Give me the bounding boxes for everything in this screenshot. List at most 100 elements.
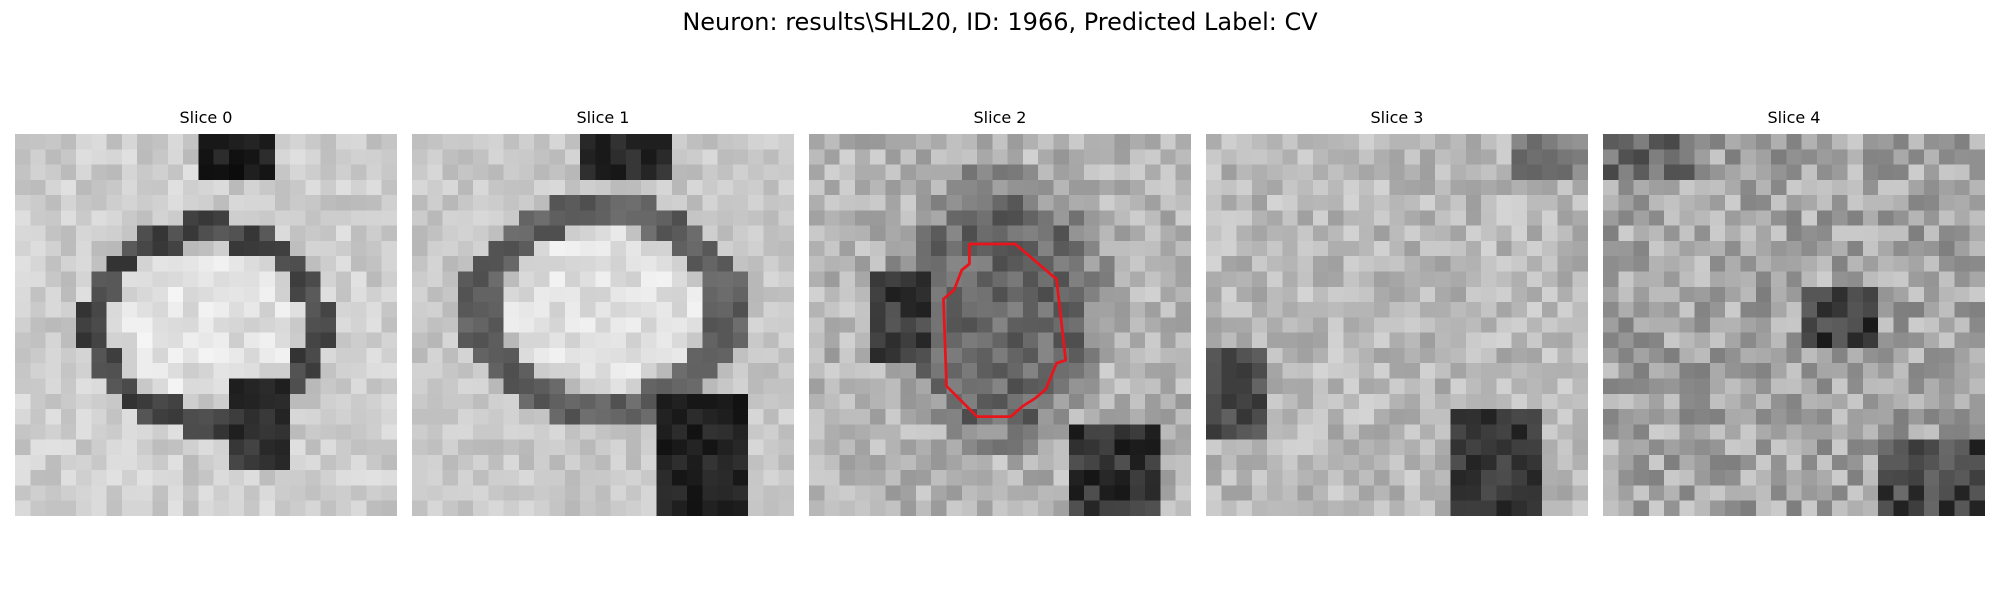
pixel [1022, 454, 1039, 471]
pixel [1084, 240, 1100, 257]
pixel [610, 470, 627, 486]
pixel [687, 439, 703, 456]
pixel [961, 302, 978, 318]
pixel [1419, 225, 1436, 242]
pixel [183, 286, 199, 303]
pixel [534, 286, 550, 303]
pixel [1786, 256, 1802, 272]
pixel [1771, 470, 1787, 486]
pixel [488, 164, 504, 181]
pixel [320, 225, 337, 242]
pixel [1267, 256, 1283, 272]
pixel [641, 363, 657, 379]
pixel [1679, 470, 1695, 486]
pixel [213, 332, 230, 349]
pixel [625, 286, 642, 303]
pixel [1496, 470, 1512, 486]
pixel [1878, 485, 1894, 502]
pixel [1725, 393, 1741, 410]
pixel [366, 286, 383, 303]
pixel [60, 424, 77, 440]
pixel [1297, 409, 1314, 425]
pixel [1206, 164, 1222, 181]
pixel [1084, 210, 1100, 226]
pixel [687, 134, 703, 150]
pixel [1129, 378, 1146, 395]
pixel [488, 439, 504, 456]
pixel [641, 179, 657, 196]
pixel [1343, 149, 1360, 165]
pixel [870, 317, 886, 333]
pixel [351, 195, 367, 211]
pixel [381, 179, 397, 196]
pixel [564, 149, 581, 165]
pixel [1786, 485, 1802, 502]
pixel [1465, 179, 1482, 196]
pixel [305, 393, 321, 410]
pixel [152, 409, 169, 425]
pixel [778, 470, 794, 486]
pixel [1129, 256, 1146, 272]
pixel [1129, 393, 1146, 410]
pixel [518, 409, 535, 425]
pixel [167, 347, 184, 364]
pixel [244, 378, 260, 395]
pixel [15, 179, 31, 196]
pixel [244, 302, 260, 318]
pixel [778, 332, 794, 349]
pixel [91, 332, 107, 349]
pixel [1939, 347, 1955, 364]
pixel [259, 485, 276, 502]
pixel [290, 149, 306, 165]
pixel [1404, 256, 1421, 272]
pixel [1206, 256, 1222, 272]
pixel [1511, 409, 1528, 425]
pixel [473, 485, 489, 502]
pixel [1542, 225, 1558, 242]
pixel [824, 454, 840, 471]
pixel [1511, 378, 1528, 395]
pixel [717, 286, 734, 303]
pixel [595, 164, 611, 181]
pixel [1099, 240, 1115, 257]
pixel [1939, 485, 1955, 502]
pixel [946, 424, 963, 440]
pixel [1145, 470, 1161, 486]
pixel [1816, 256, 1833, 272]
pixel [1099, 179, 1115, 196]
pixel [1878, 332, 1894, 349]
pixel [1664, 149, 1680, 165]
pixel [1526, 164, 1543, 181]
pixel [656, 302, 673, 318]
pixel [1419, 210, 1436, 226]
pixel [1175, 225, 1191, 242]
pixel [1847, 500, 1864, 516]
pixel [687, 271, 703, 288]
pixel [442, 134, 459, 150]
pixel [213, 470, 230, 486]
pixel [641, 424, 657, 440]
pixel [1206, 317, 1222, 333]
pixel [1542, 470, 1558, 486]
pixel [213, 393, 230, 410]
pixel [717, 347, 734, 364]
pixel [1053, 134, 1070, 150]
pixel [717, 378, 734, 395]
pixel [1084, 286, 1100, 303]
pixel [1175, 317, 1191, 333]
pixel [900, 195, 917, 211]
pixel [1816, 439, 1833, 456]
pixel [1297, 439, 1314, 456]
pixel [1542, 332, 1558, 349]
pixel [1801, 149, 1818, 165]
pixel [641, 302, 657, 318]
pixel [106, 454, 123, 471]
pixel [1832, 271, 1848, 288]
pixel [1328, 210, 1344, 226]
pixel [1603, 424, 1619, 440]
pixel [854, 302, 871, 318]
pixel [351, 393, 367, 410]
pixel [518, 195, 535, 211]
pixel [915, 286, 932, 303]
pixel [503, 378, 520, 395]
